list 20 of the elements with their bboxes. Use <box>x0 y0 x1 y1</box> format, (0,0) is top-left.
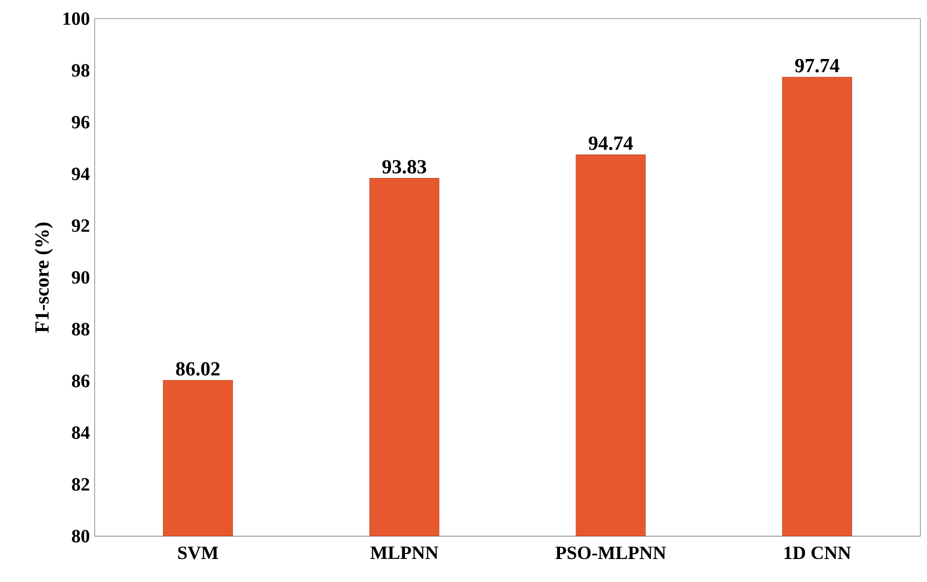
y-tick-label: 100 <box>63 12 90 26</box>
x-tick-label: SVM <box>178 546 218 560</box>
x-tick-label: PSO-MLPNN <box>556 546 666 560</box>
y-tick-label: 94 <box>72 168 90 180</box>
y-tick-label: 82 <box>72 478 90 491</box>
y-tick-label: 88 <box>72 323 90 336</box>
y-axis-title: F1-score (%) <box>34 222 53 333</box>
y-tick-label: 80 <box>72 530 90 543</box>
y-tick-label: 84 <box>72 426 90 440</box>
y-tick-label: 98 <box>72 64 90 77</box>
data-label: 97.74 <box>795 59 840 73</box>
y-tick-label: 90 <box>72 271 90 284</box>
y-tick-label: 86 <box>72 374 90 388</box>
data-label: 93.83 <box>382 160 426 174</box>
y-tick-label: 92 <box>72 220 90 232</box>
y-tick-label: 96 <box>72 116 90 129</box>
data-label: 94.74 <box>588 136 633 150</box>
x-tick-label: MLPNN <box>370 546 438 560</box>
data-label: 86.02 <box>176 362 220 376</box>
x-tick-label: 1D CNN <box>784 546 851 560</box>
